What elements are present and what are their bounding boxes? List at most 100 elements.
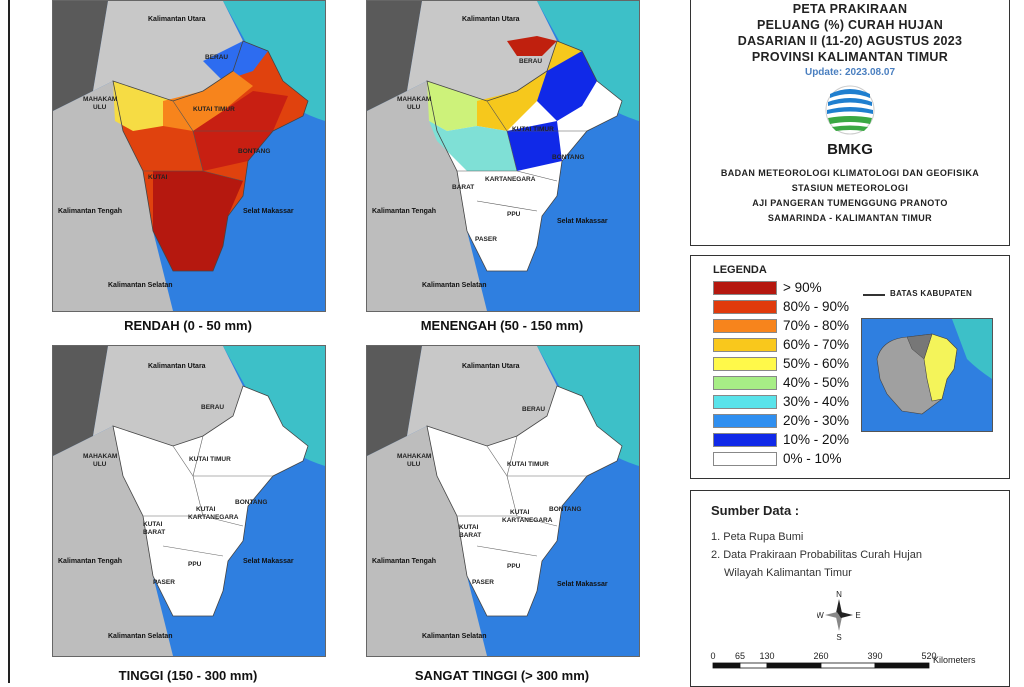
map-label-kalsel-2: Kalimantan Selatan	[422, 282, 487, 289]
region-kutim-4: KUTAI TIMUR	[507, 461, 549, 468]
legend-label: 30% - 40%	[783, 394, 850, 409]
bmkg-logo	[691, 84, 1009, 141]
map-label-kaltara-3: Kalimantan Utara	[148, 363, 206, 370]
legend-swatch	[713, 376, 777, 390]
region-kutim-3: KUTAI TIMUR	[189, 456, 231, 463]
region-mahulu-b2: ULU	[407, 104, 421, 111]
map-label-kaltara: Kalimantan Utara	[148, 16, 206, 23]
boundary-line-symbol	[863, 294, 885, 296]
map-label-kalsel-3: Kalimantan Selatan	[108, 633, 173, 640]
region-kukar-3b: KARTANEGARA	[188, 514, 239, 521]
legend-item: 70% - 80%	[713, 318, 873, 335]
scale-tick-label: 520	[921, 651, 936, 661]
region-bontang-3: BONTANG	[235, 499, 267, 506]
region-berau-2: BERAU	[519, 58, 542, 65]
source-box: Sumber Data : 1. Peta Rupa Bumi 2. Data …	[690, 490, 1010, 687]
legend-item: 10% - 20%	[713, 432, 873, 449]
map-sangat-tinggi: Kalimantan Utara Kalimantan Tengah Kalim…	[367, 346, 639, 656]
region-kubar-3b: BARAT	[143, 529, 165, 536]
legend-swatch	[713, 452, 777, 466]
agency-line-1: BADAN METEOROLOGI KLIMATOLOGI DAN GEOFIS…	[720, 168, 980, 178]
legend-item: > 90%	[713, 280, 873, 297]
region-kukar-4: KUTAI	[510, 509, 530, 516]
legend-swatch	[713, 319, 777, 333]
source-title: Sumber Data :	[711, 503, 800, 518]
scale-unit-label: Kilometers	[933, 655, 976, 665]
region-paser-2: PASER	[475, 236, 497, 243]
sheet-border	[8, 0, 10, 683]
region-berau: BERAU	[205, 54, 228, 61]
region-kubar-3: KUTAI	[143, 521, 163, 528]
legend-item: 0% - 10%	[713, 451, 873, 468]
region-mahulu-c2: ULU	[93, 461, 107, 468]
region-mahulu-c: MAHAKAM	[83, 453, 117, 460]
region-bontang-2: BONTANG	[552, 154, 584, 161]
region-kutim-2: KUTAI TIMUR	[512, 126, 554, 133]
agency-line-4: SAMARINDA - KALIMANTAN TIMUR	[767, 213, 933, 223]
region-ppu-2: PPU	[507, 211, 521, 218]
map-label-kaltara-2: Kalimantan Utara	[462, 16, 520, 23]
legend-item: 80% - 90%	[713, 299, 873, 316]
region-kukar-3: KUTAI	[196, 506, 216, 513]
title-line-3: DASARIAN II (11-20) AGUSTUS 2023	[737, 34, 963, 48]
map-label-kalteng-2: Kalimantan Tengah	[372, 208, 436, 215]
map-label-selat-2: Selat Makassar	[557, 218, 608, 225]
region-kubar: KUTAI	[148, 174, 168, 181]
compass-rose: N S W E	[816, 587, 861, 643]
legend-label: 70% - 80%	[783, 318, 850, 333]
boundary-key: BATAS KABUPATEN	[866, 289, 972, 298]
map-label-kaltara-4: Kalimantan Utara	[462, 363, 520, 370]
legend-label: 60% - 70%	[783, 337, 850, 352]
region-kubar-4: KUTAI	[459, 524, 479, 531]
map-label-selat-3: Selat Makassar	[243, 558, 294, 565]
region-kukar-2: KARTANEGARA	[485, 176, 536, 183]
legend-swatch	[713, 414, 777, 428]
legend-item: 20% - 30%	[713, 413, 873, 430]
caption-tinggi: TINGGI (150 - 300 mm)	[118, 668, 258, 683]
legend-label: 0% - 10%	[783, 451, 842, 466]
region-kukar-4b: KARTANEGARA	[502, 517, 553, 524]
map-panel-sangat-tinggi: Kalimantan Utara Kalimantan Tengah Kalim…	[366, 345, 640, 657]
scale-tick-label: 0	[710, 651, 715, 661]
compass-e: E	[855, 611, 860, 620]
legend-swatch	[713, 433, 777, 447]
scale-segment	[739, 662, 768, 669]
region-mahulu-2: ULU	[93, 104, 107, 111]
compass-s: S	[836, 633, 841, 642]
scale-segment	[712, 662, 741, 669]
scale-bar: 0 65 130 260 390 520 Kilometers	[701, 649, 1001, 679]
scale-tick-label: 260	[813, 651, 828, 661]
scale-segment	[820, 662, 876, 669]
caption-sangat-tinggi: SANGAT TINGGI (> 300 mm)	[414, 668, 590, 683]
title-line-1: PETA PRAKIRAAN	[792, 2, 908, 16]
legend-swatch	[713, 300, 777, 314]
caption-menengah: MENENGAH (50 - 150 mm)	[420, 318, 584, 333]
legend-swatch	[713, 338, 777, 352]
legend-box: LEGENDA > 90% 80% - 90% 70% - 80% 60% - 70%…	[690, 255, 1010, 479]
legend-label: 10% - 20%	[783, 432, 850, 447]
compass-w: W	[817, 611, 824, 620]
region-mahulu-b: MAHAKAM	[397, 96, 431, 103]
legend-title: LEGENDA	[713, 264, 767, 276]
region-paser-3: PASER	[153, 579, 175, 586]
map-label-kalteng: Kalimantan Tengah	[58, 208, 122, 215]
map-rendah: Kalimantan Utara Kalimantan Tengah Kalim…	[53, 1, 325, 311]
compass-n: N	[836, 590, 842, 599]
map-label-kalteng-3: Kalimantan Tengah	[58, 558, 122, 565]
map-label-selat-4: Selat Makassar	[557, 581, 608, 588]
title-line-4: PROVINSI KALIMANTAN TIMUR	[751, 50, 949, 64]
bmkg-logo-text: BMKG	[827, 141, 873, 158]
legend-swatch	[713, 357, 777, 371]
title-box: PETA PRAKIRAAN PELUANG (%) CURAH HUJAN D…	[690, 0, 1010, 246]
north-arrow-icon: N S W E	[816, 590, 860, 642]
map-tinggi: Kalimantan Utara Kalimantan Tengah Kalim…	[53, 346, 325, 656]
region-kubar-4b: BARAT	[459, 532, 481, 539]
legend-label: > 90%	[783, 280, 822, 295]
agency-line-2: STASIUN METEOROLOGI	[791, 183, 909, 193]
map-panel-tinggi: Kalimantan Utara Kalimantan Tengah Kalim…	[52, 345, 326, 657]
legend-label: 50% - 60%	[783, 356, 850, 371]
map-menengah: Kalimantan Utara Kalimantan Tengah Kalim…	[367, 1, 639, 311]
title-line-2: PELUANG (%) CURAH HUJAN	[756, 18, 944, 32]
map-label-kalsel: Kalimantan Selatan	[108, 282, 173, 289]
